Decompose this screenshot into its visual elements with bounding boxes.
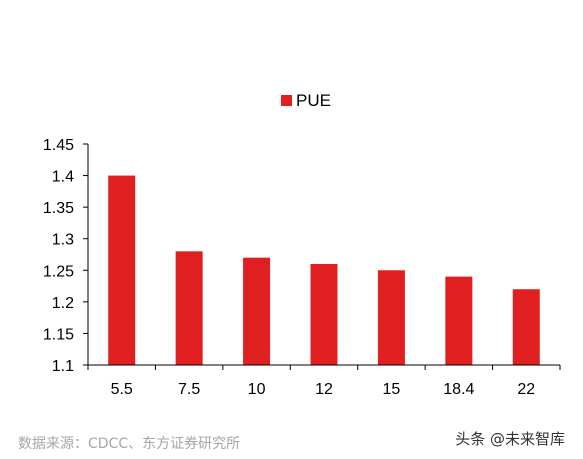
bar-10 [243, 257, 271, 365]
legend: PUE [281, 91, 331, 110]
bar-22 [512, 289, 540, 365]
y-tick-label: 1.4 [52, 169, 74, 186]
bar-7.5 [175, 251, 203, 365]
x-tick-label: 18.4 [443, 381, 474, 398]
x-tick-label: 22 [517, 381, 535, 398]
x-tick-label: 12 [315, 381, 333, 398]
bar-15 [377, 270, 405, 365]
x-tick-label: 15 [383, 381, 401, 398]
bars [108, 175, 540, 365]
watermark: 头条 @未来智库 [455, 430, 565, 448]
x-tick-label: 7.5 [178, 381, 200, 398]
x-axis: 5.5 7.5 10 12 15 18.4 22 [87, 364, 561, 398]
y-tick-label: 1.2 [52, 295, 74, 312]
source-note: 数据来源：CDCC、东方证券研究所 [18, 436, 241, 452]
y-tick-label: 1.1 [52, 358, 74, 375]
y-tick-label: 1.25 [43, 263, 74, 280]
legend-swatch [281, 95, 292, 106]
legend-label: PUE [296, 91, 331, 110]
bar-5.5 [108, 175, 136, 365]
y-tick-label: 1.45 [43, 137, 74, 154]
y-axis: 1.45 1.4 1.35 1.3 1.25 1.2 1.15 1.1 [43, 137, 89, 375]
x-tick-label: 10 [248, 381, 266, 398]
y-tick-label: 1.3 [52, 232, 74, 249]
y-tick-label: 1.35 [43, 200, 74, 217]
bar-18.4 [445, 276, 473, 365]
bar-12 [310, 263, 338, 365]
x-tick-label: 5.5 [111, 381, 133, 398]
y-tick-label: 1.15 [43, 326, 74, 343]
